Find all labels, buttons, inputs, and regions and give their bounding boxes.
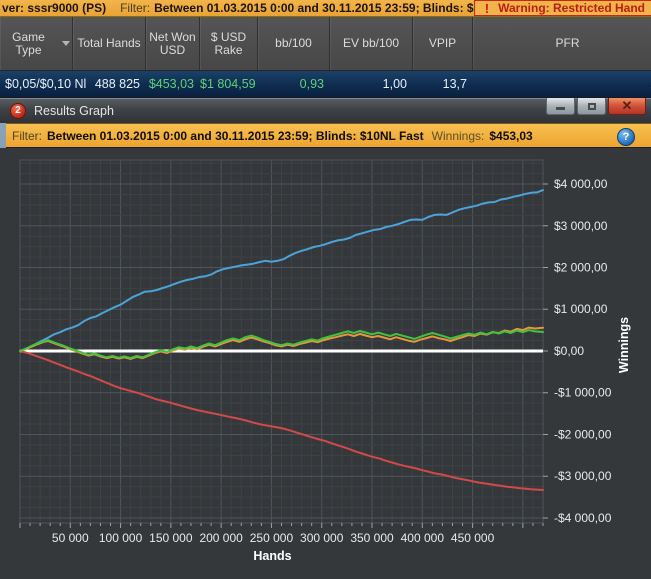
table-cell: 488 825 [94,77,140,91]
close-icon: ✕ [621,98,633,113]
x-tick-label: 400 000 [401,531,445,545]
y-tick-label: $1 000,00 [554,302,608,316]
filter-label: Filter: [120,1,151,15]
y-tick-label: $2 000,00 [554,261,608,275]
y-tick-label: -$2 000,00 [554,427,612,441]
warning-text: Warning: Restricted Hand [498,1,645,15]
minimize-button[interactable] [546,98,575,115]
y-tick-label: $3 000,00 [554,219,608,233]
column-header-label: Net Won USD [149,29,196,57]
column-header-bb-100[interactable]: bb/100 [258,17,330,70]
column-header-ev-bb-100[interactable]: EV bb/100 [330,17,413,70]
help-icon[interactable]: ? [617,128,635,146]
table-cell: 13,7 [442,77,467,91]
column-header--usd-rake[interactable]: $ USD Rake [200,17,258,70]
green-line-amount-won [19,329,544,360]
minimize-icon [556,107,565,110]
graph-filter-bar: Filter: Between 01.03.2015 0:00 and 30.1… [6,123,651,148]
window-title: Results Graph [34,103,114,118]
warning-exclamation-icon: ! [484,0,490,16]
x-tick-label: 50 000 [52,531,89,545]
stats-table-row[interactable]: $0,05/$0,10 Nl 488 825 $453,03 $1 804,59 0,9… [0,71,651,97]
column-header-label: EV bb/100 [342,36,400,50]
x-tick-label: 100 000 [99,531,143,545]
results-graph-window-titlebar[interactable]: 2 Results Graph [0,97,651,123]
blue-line-showdown [19,189,544,352]
column-header-label: $ USD Rake [210,29,247,57]
column-header-vpip[interactable]: VPIP [413,17,473,70]
y-tick-label: -$1 000,00 [554,386,612,400]
column-header-label: Game Type [12,29,45,57]
table-cell: $0,05/$0,10 Nl [5,77,87,91]
x-tick-label: 150 000 [149,531,193,545]
graph-filter-value: Between 01.03.2015 0:00 and 30.11.2015 2… [47,128,424,143]
close-button[interactable]: ✕ [608,98,646,115]
y-axis-title: Winnings [617,317,631,373]
table-cell: 1,00 [382,77,407,91]
x-tick-label: 250 000 [250,531,294,545]
x-tick-label: 450 000 [451,531,495,545]
player-name-label: ver: sssr9000 (PS) [2,1,107,15]
y-tick-label: $0,00 [554,344,584,358]
table-cell: 0,93 [299,77,324,91]
column-header-label: PFR [555,36,580,50]
column-header-label: bb/100 [275,36,312,50]
y-tick-label: -$4 000,00 [554,511,612,525]
x-tick-label: 350 000 [350,531,394,545]
warning-banner[interactable]: ! Warning: Restricted Hand [473,0,651,16]
column-header-net-won-usd[interactable]: Net Won USD [146,17,200,70]
winnings-label: Winnings: [431,128,485,143]
maximize-icon [587,102,596,110]
results-chart: $4 000,00 $3 000,00 $2 000,00 $1 000,00 $0,0… [19,159,631,563]
winnings-value: $453,03 [489,128,533,143]
results-chart-panel: $4 000,00 $3 000,00 $2 000,00 $1 000,00 $0,0… [0,148,651,579]
maximize-button[interactable] [577,98,606,115]
y-tick-label: $4 000,00 [554,177,608,191]
column-header-label: Total Hands [77,36,141,50]
y-tick-label: -$3 000,00 [554,469,612,483]
graph-filter-label: Filter: [12,128,42,143]
column-header-label: VPIP [428,36,457,50]
table-cell: $453,03 [148,77,194,91]
x-axis-title: Hands [253,549,291,563]
column-header-game-type[interactable]: Game Type [0,17,73,70]
filter-value: Between 01.03.2015 0:00 and 30.11.2015 2… [154,1,531,15]
x-tick-label: 300 000 [300,531,344,545]
hm2-app-icon: 2 [10,102,26,119]
stats-table-header: Game Type Total Hands Net Won USD $ USD Rak… [0,17,651,71]
table-cell: 1 [473,77,651,91]
x-tick-label: 200 000 [199,531,243,545]
red-line-non-showdown [19,350,544,491]
column-header-pfr[interactable]: PFR [473,17,651,70]
app-top-filter-bar: ver: sssr9000 (PS) Filter: Between 01.03… [0,0,651,17]
game-type-dropdown-icon[interactable] [62,41,70,46]
column-header-total-hands[interactable]: Total Hands [73,17,146,70]
table-cell: $1 804,59 [200,77,256,91]
